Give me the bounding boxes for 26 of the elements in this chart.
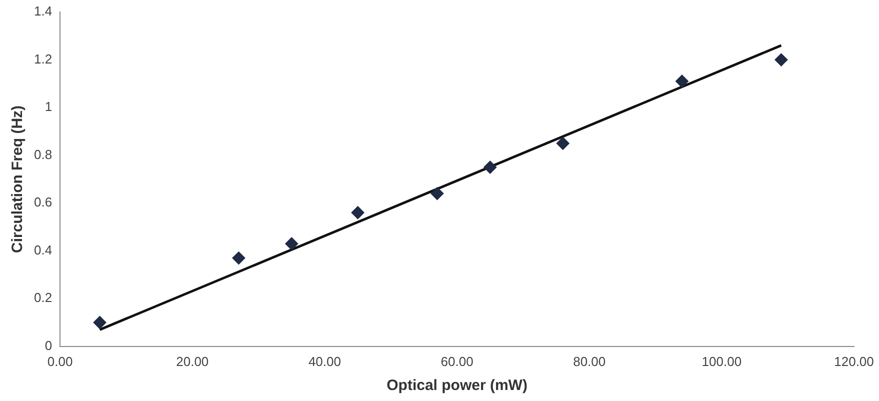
x-tick-label: 100.00 [702, 354, 742, 369]
point [484, 160, 497, 174]
point [556, 136, 570, 150]
point [285, 237, 298, 250]
x-tick-label: 40.00 [308, 354, 341, 369]
y-tick-label: 0.2 [34, 290, 52, 306]
y-tick-label: 1 [44, 99, 52, 114]
y-tick-label: 0.6 [34, 194, 52, 210]
x-tick-label: 120.00 [834, 354, 874, 369]
x-tick-label: 80.00 [573, 354, 606, 369]
y-tick-label: 0.4 [34, 242, 52, 258]
point [93, 316, 106, 330]
x-tick-label: 60.00 [440, 354, 474, 369]
y-tick-label: 1.4 [34, 4, 52, 19]
x-tick-label: 0.00 [47, 354, 73, 369]
point [351, 206, 364, 220]
point [675, 74, 688, 88]
point [430, 187, 444, 200]
point [774, 53, 788, 66]
y-tick-label: 1.2 [34, 51, 52, 66]
x-axis-title: Optical power (mW) [386, 377, 528, 394]
point [232, 252, 246, 265]
y-tick-label: 0.8 [34, 146, 52, 162]
y-tick-label: 0 [44, 338, 52, 353]
x-tick-label: 20.00 [176, 354, 209, 369]
y-axis-title: Circulation Freq (Hz) [9, 105, 26, 253]
